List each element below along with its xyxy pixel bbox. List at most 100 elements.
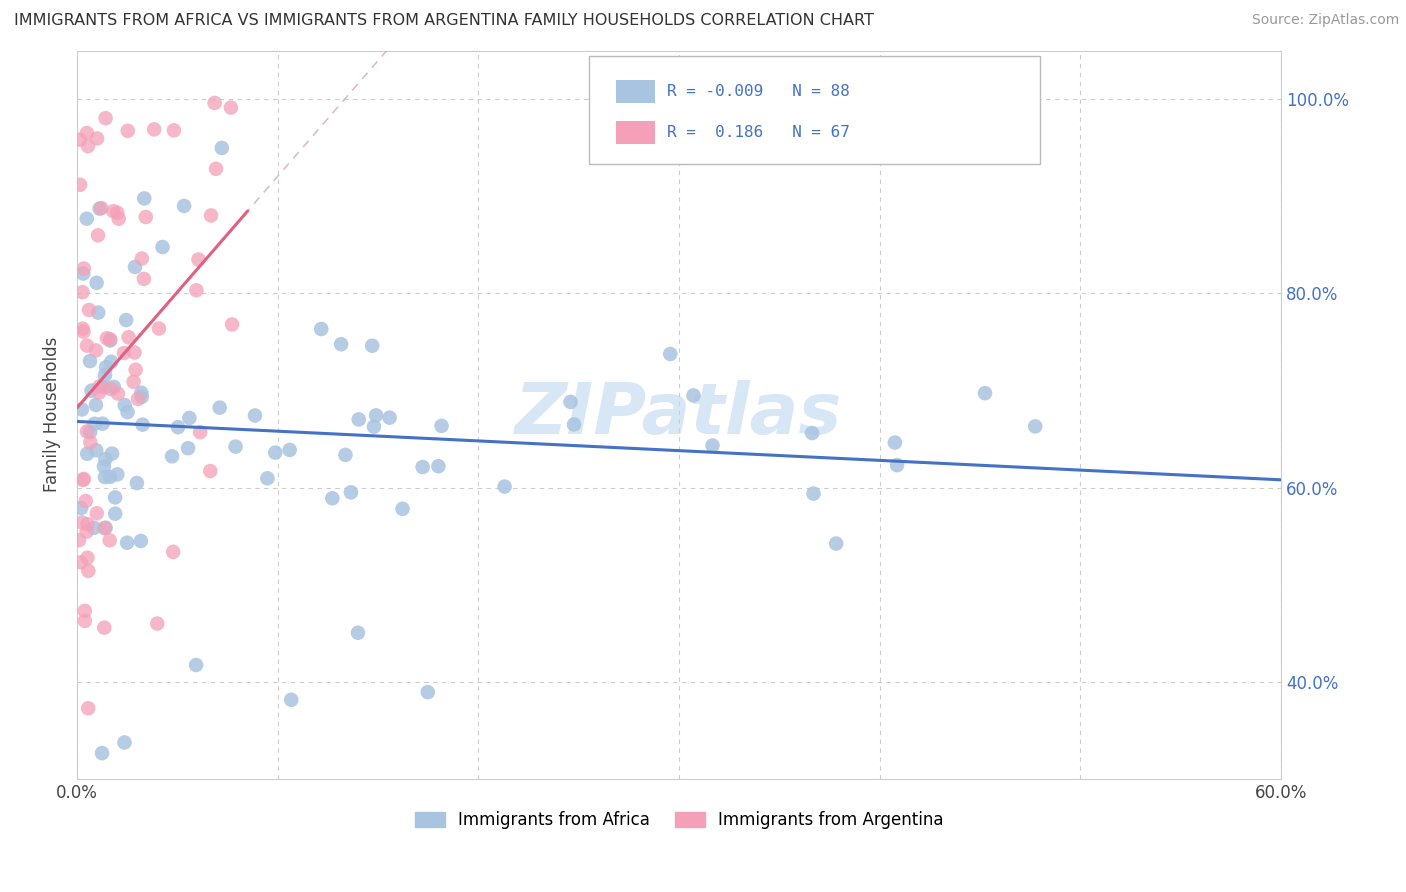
Point — [98, 470, 121, 484]
Point — [208, 401, 231, 415]
Point — [76, 338, 98, 352]
Point — [87, 305, 110, 319]
Point — [107, 211, 129, 226]
Point — [94, 470, 117, 484]
Point — [187, 252, 209, 267]
Point — [75, 494, 97, 508]
Point — [134, 191, 156, 205]
Point — [1024, 419, 1046, 434]
Point — [90, 201, 112, 215]
Point — [79, 435, 101, 450]
Point — [883, 435, 905, 450]
Point — [188, 425, 211, 439]
Point — [73, 604, 96, 618]
Point — [86, 276, 108, 290]
Point — [107, 386, 129, 401]
Point — [89, 202, 111, 216]
Point — [89, 385, 111, 400]
Point — [98, 332, 121, 346]
Text: R = -0.009   N = 88: R = -0.009 N = 88 — [666, 84, 849, 99]
Text: R =  0.186   N = 67: R = 0.186 N = 67 — [666, 125, 849, 140]
Point — [76, 211, 98, 226]
Point — [122, 375, 145, 389]
Point — [105, 205, 128, 219]
Point — [205, 161, 228, 176]
Point — [131, 385, 153, 400]
Point — [67, 133, 90, 147]
Point — [427, 459, 450, 474]
Text: ZIPatlas: ZIPatlas — [516, 380, 842, 450]
Point — [179, 411, 201, 425]
Point — [115, 313, 138, 327]
Point — [219, 101, 242, 115]
Point — [79, 425, 101, 440]
Point — [103, 380, 125, 394]
Point — [87, 228, 110, 243]
Point — [76, 550, 98, 565]
Bar — [616, 79, 655, 103]
Point — [94, 111, 117, 125]
Point — [72, 325, 94, 339]
Point — [152, 240, 174, 254]
Point — [886, 458, 908, 472]
Point — [131, 417, 153, 432]
Point — [391, 501, 413, 516]
Point — [682, 388, 704, 402]
Point — [94, 521, 117, 535]
Point — [204, 95, 226, 110]
Point — [100, 382, 122, 396]
Point — [83, 521, 105, 535]
Text: IMMIGRANTS FROM AFRICA VS IMMIGRANTS FROM ARGENTINA FAMILY HOUSEHOLDS CORRELATIO: IMMIGRANTS FROM AFRICA VS IMMIGRANTS FRO… — [14, 13, 875, 29]
Point — [131, 252, 153, 266]
Point — [335, 448, 357, 462]
Point — [69, 178, 91, 192]
Point — [330, 337, 353, 351]
Point — [363, 419, 385, 434]
Point — [67, 533, 90, 548]
Point — [70, 402, 93, 417]
Point — [104, 491, 127, 505]
Point — [115, 535, 138, 549]
Point — [101, 447, 124, 461]
Point — [562, 417, 585, 432]
Point — [221, 318, 243, 332]
Point — [361, 339, 384, 353]
FancyBboxPatch shape — [589, 56, 1040, 163]
Point — [801, 425, 824, 440]
Point — [94, 360, 117, 375]
Point — [114, 735, 136, 749]
Point — [73, 614, 96, 628]
Point — [77, 701, 100, 715]
Point — [974, 386, 997, 401]
Point — [70, 555, 93, 569]
Point — [430, 418, 453, 433]
Point — [84, 443, 107, 458]
Point — [84, 343, 107, 358]
Point — [124, 362, 146, 376]
Point — [416, 685, 439, 699]
Point — [76, 126, 98, 140]
Point — [86, 506, 108, 520]
Point — [309, 322, 332, 336]
Point — [91, 746, 114, 760]
Point — [264, 445, 287, 459]
Point — [160, 450, 183, 464]
Point — [494, 479, 516, 493]
Point — [825, 536, 848, 550]
Point — [129, 534, 152, 549]
Point — [93, 380, 115, 394]
Point — [124, 260, 146, 274]
Point — [84, 398, 107, 412]
Point — [105, 467, 128, 482]
Point — [125, 475, 148, 490]
Point — [76, 447, 98, 461]
Point — [127, 392, 149, 406]
Point — [76, 524, 98, 539]
Point — [143, 122, 166, 136]
Point — [278, 442, 301, 457]
Point — [163, 123, 186, 137]
Point — [184, 658, 207, 673]
Point — [93, 621, 115, 635]
Point — [98, 334, 121, 348]
Point — [104, 507, 127, 521]
